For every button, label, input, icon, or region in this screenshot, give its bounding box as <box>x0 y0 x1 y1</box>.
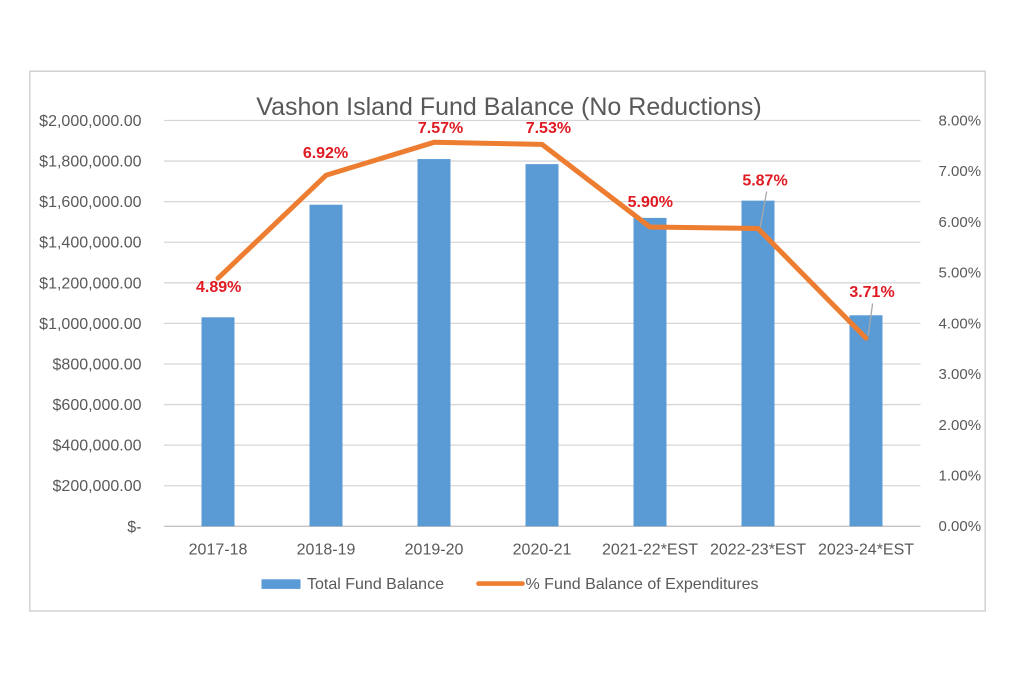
svg-text:$1,800,000.00: $1,800,000.00 <box>39 154 141 171</box>
svg-text:8.00%: 8.00% <box>939 112 982 129</box>
svg-text:% Fund Balance of Expenditures: % Fund Balance of Expenditures <box>526 576 759 593</box>
svg-text:2021-22*EST: 2021-22*EST <box>602 542 698 559</box>
svg-text:2022-23*EST: 2022-23*EST <box>710 542 806 559</box>
svg-text:5.00%: 5.00% <box>939 265 982 282</box>
svg-text:7.53%: 7.53% <box>526 120 571 137</box>
svg-text:0.00%: 0.00% <box>939 518 982 535</box>
svg-text:2.00%: 2.00% <box>939 417 982 434</box>
svg-text:4.89%: 4.89% <box>196 279 241 296</box>
svg-text:$200,000.00: $200,000.00 <box>53 478 142 495</box>
svg-text:$2,000,000.00: $2,000,000.00 <box>39 113 141 130</box>
svg-text:3.00%: 3.00% <box>939 366 982 383</box>
svg-text:$600,000.00: $600,000.00 <box>53 397 142 414</box>
svg-text:Vashon Island Fund Balance (No: Vashon Island Fund Balance (No Reduction… <box>256 93 761 121</box>
svg-text:2023-24*EST: 2023-24*EST <box>818 542 914 559</box>
svg-text:$1,400,000.00: $1,400,000.00 <box>39 235 141 252</box>
svg-text:6.92%: 6.92% <box>303 145 348 162</box>
svg-text:$1,200,000.00: $1,200,000.00 <box>39 275 141 292</box>
svg-text:$1,600,000.00: $1,600,000.00 <box>39 194 141 211</box>
svg-text:2018-19: 2018-19 <box>297 542 356 559</box>
svg-text:5.90%: 5.90% <box>628 194 673 211</box>
svg-text:7.57%: 7.57% <box>418 120 463 137</box>
svg-text:$1,000,000.00: $1,000,000.00 <box>39 316 141 333</box>
svg-text:$800,000.00: $800,000.00 <box>53 356 142 373</box>
svg-text:2019-20: 2019-20 <box>405 542 464 559</box>
svg-text:Total Fund Balance: Total Fund Balance <box>307 576 444 593</box>
svg-text:7.00%: 7.00% <box>939 163 982 180</box>
svg-text:4.00%: 4.00% <box>939 315 982 332</box>
svg-text:2020-21: 2020-21 <box>513 542 572 559</box>
svg-text:$400,000.00: $400,000.00 <box>53 438 142 455</box>
svg-text:2017-18: 2017-18 <box>189 542 248 559</box>
svg-text:5.87%: 5.87% <box>742 173 787 190</box>
svg-text:6.00%: 6.00% <box>939 214 982 231</box>
svg-text:$-: $- <box>127 519 141 536</box>
svg-text:3.71%: 3.71% <box>849 284 894 301</box>
svg-text:1.00%: 1.00% <box>939 467 982 484</box>
